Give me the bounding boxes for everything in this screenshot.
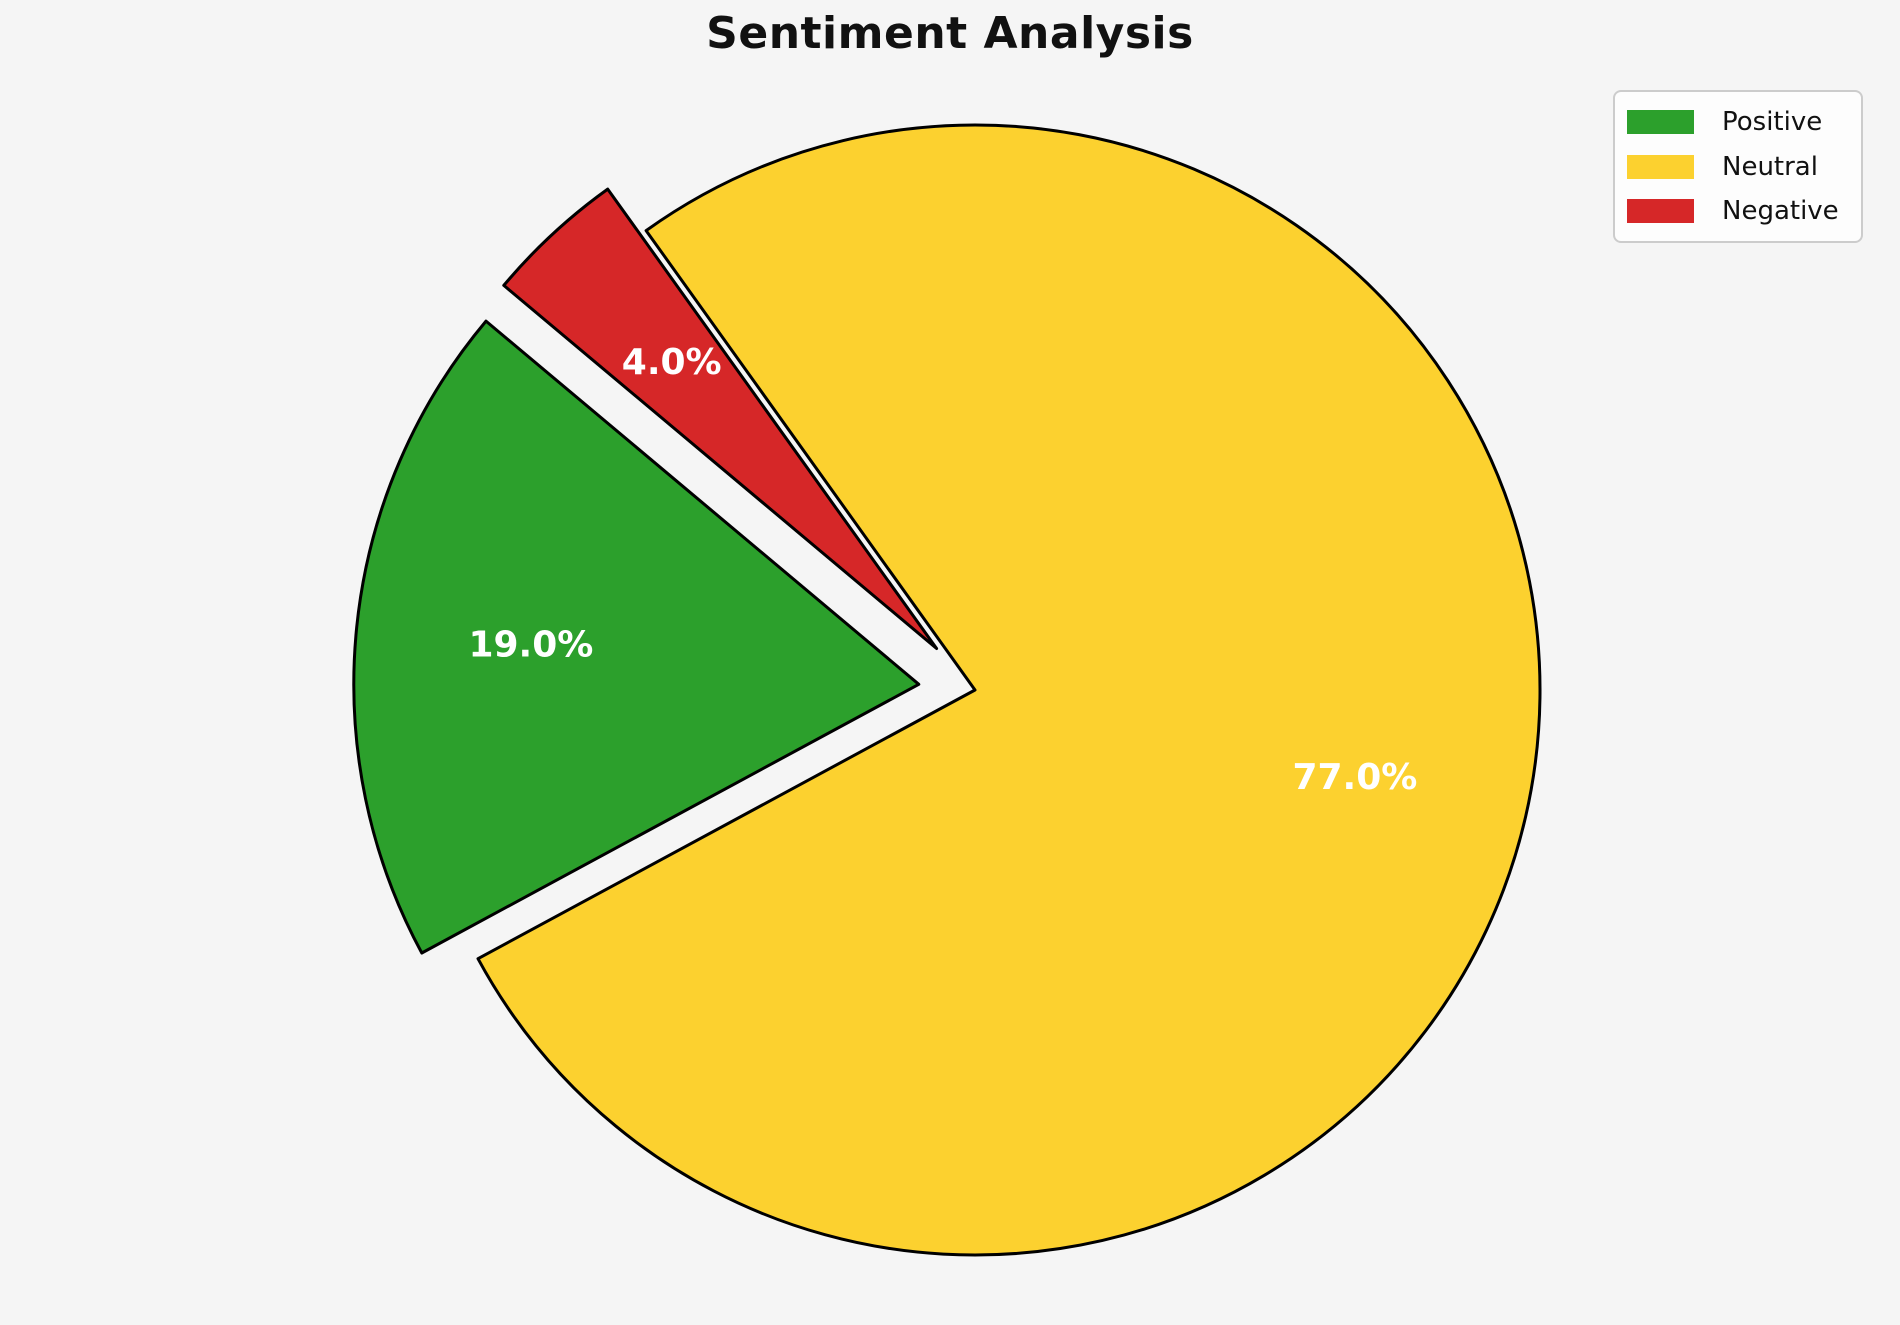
pct-label-positive: 19.0% xyxy=(468,624,593,665)
chart-title: Sentiment Analysis xyxy=(706,8,1194,59)
pct-label-neutral: 77.0% xyxy=(1292,757,1417,798)
legend-item-neutral: Neutral xyxy=(1627,147,1849,187)
legend-item-negative: Negative xyxy=(1627,191,1849,231)
legend-label-negative: Negative xyxy=(1722,196,1839,226)
pie-slice-neutral xyxy=(476,123,1542,1257)
positive-swatch-icon xyxy=(1627,110,1694,134)
legend: Positive Neutral Negative xyxy=(1613,90,1863,243)
legend-label-positive: Positive xyxy=(1722,107,1823,137)
pct-label-negative: 4.0% xyxy=(622,342,722,383)
pie-slice-negative xyxy=(502,187,939,650)
legend-item-positive: Positive xyxy=(1627,102,1849,142)
pie-slice-positive xyxy=(352,319,921,955)
neutral-swatch-icon xyxy=(1627,154,1694,179)
legend-label-neutral: Neutral xyxy=(1722,151,1818,182)
negative-swatch-icon xyxy=(1627,199,1694,223)
